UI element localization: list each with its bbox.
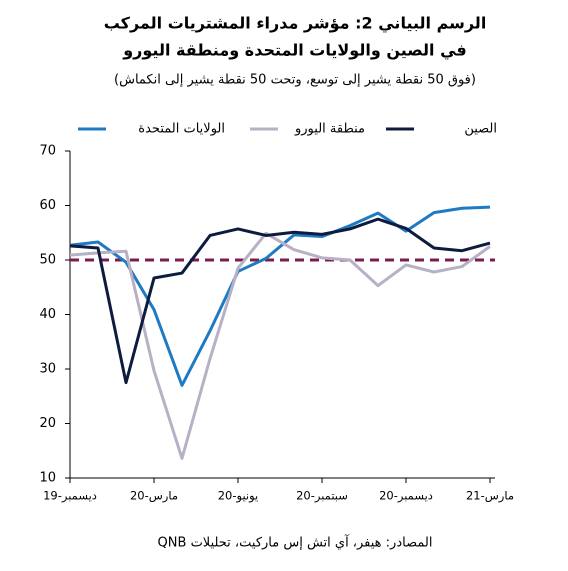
chart-title: الرسم البياني 2: مؤشر مدراء المشتريات ال…: [104, 14, 487, 34]
y-tick-label: 10: [39, 471, 56, 486]
chart-subtitle: في الصين والولايات المتحدة ومنطقة اليورو: [122, 41, 467, 61]
y-tick-label: 20: [39, 416, 56, 431]
chart-note: (فوق 50 نقطة يشير إلى توسع، وتحت 50 نقطة…: [114, 73, 476, 88]
chart-source: المصادر: هيفر، آي اتش إس ماركيت، تحليلات…: [158, 534, 433, 551]
x-tick-label: سبتمبر-20: [296, 489, 348, 504]
x-tick-label: مارس-20: [130, 489, 178, 504]
legend-label: الصين: [464, 122, 497, 137]
x-tick-label: ديسمبر-20: [379, 489, 433, 504]
series-line: [69, 205, 491, 387]
y-tick-label: 40: [39, 307, 56, 322]
legend-label: منطقة اليورو: [294, 122, 365, 137]
y-tick-label: 30: [39, 362, 56, 377]
y-tick-label: 60: [39, 198, 56, 213]
x-tick-label: يونيو-20: [218, 489, 259, 504]
x-tick-label: ديسمبر-19: [43, 489, 97, 504]
legend-label: الولايات المتحدة: [138, 122, 225, 137]
series-line: [69, 231, 491, 460]
x-tick-label: مارس-21: [466, 489, 514, 504]
y-tick-label: 50: [39, 253, 56, 268]
series-line: [69, 217, 491, 385]
y-tick-label: 70: [39, 144, 56, 159]
